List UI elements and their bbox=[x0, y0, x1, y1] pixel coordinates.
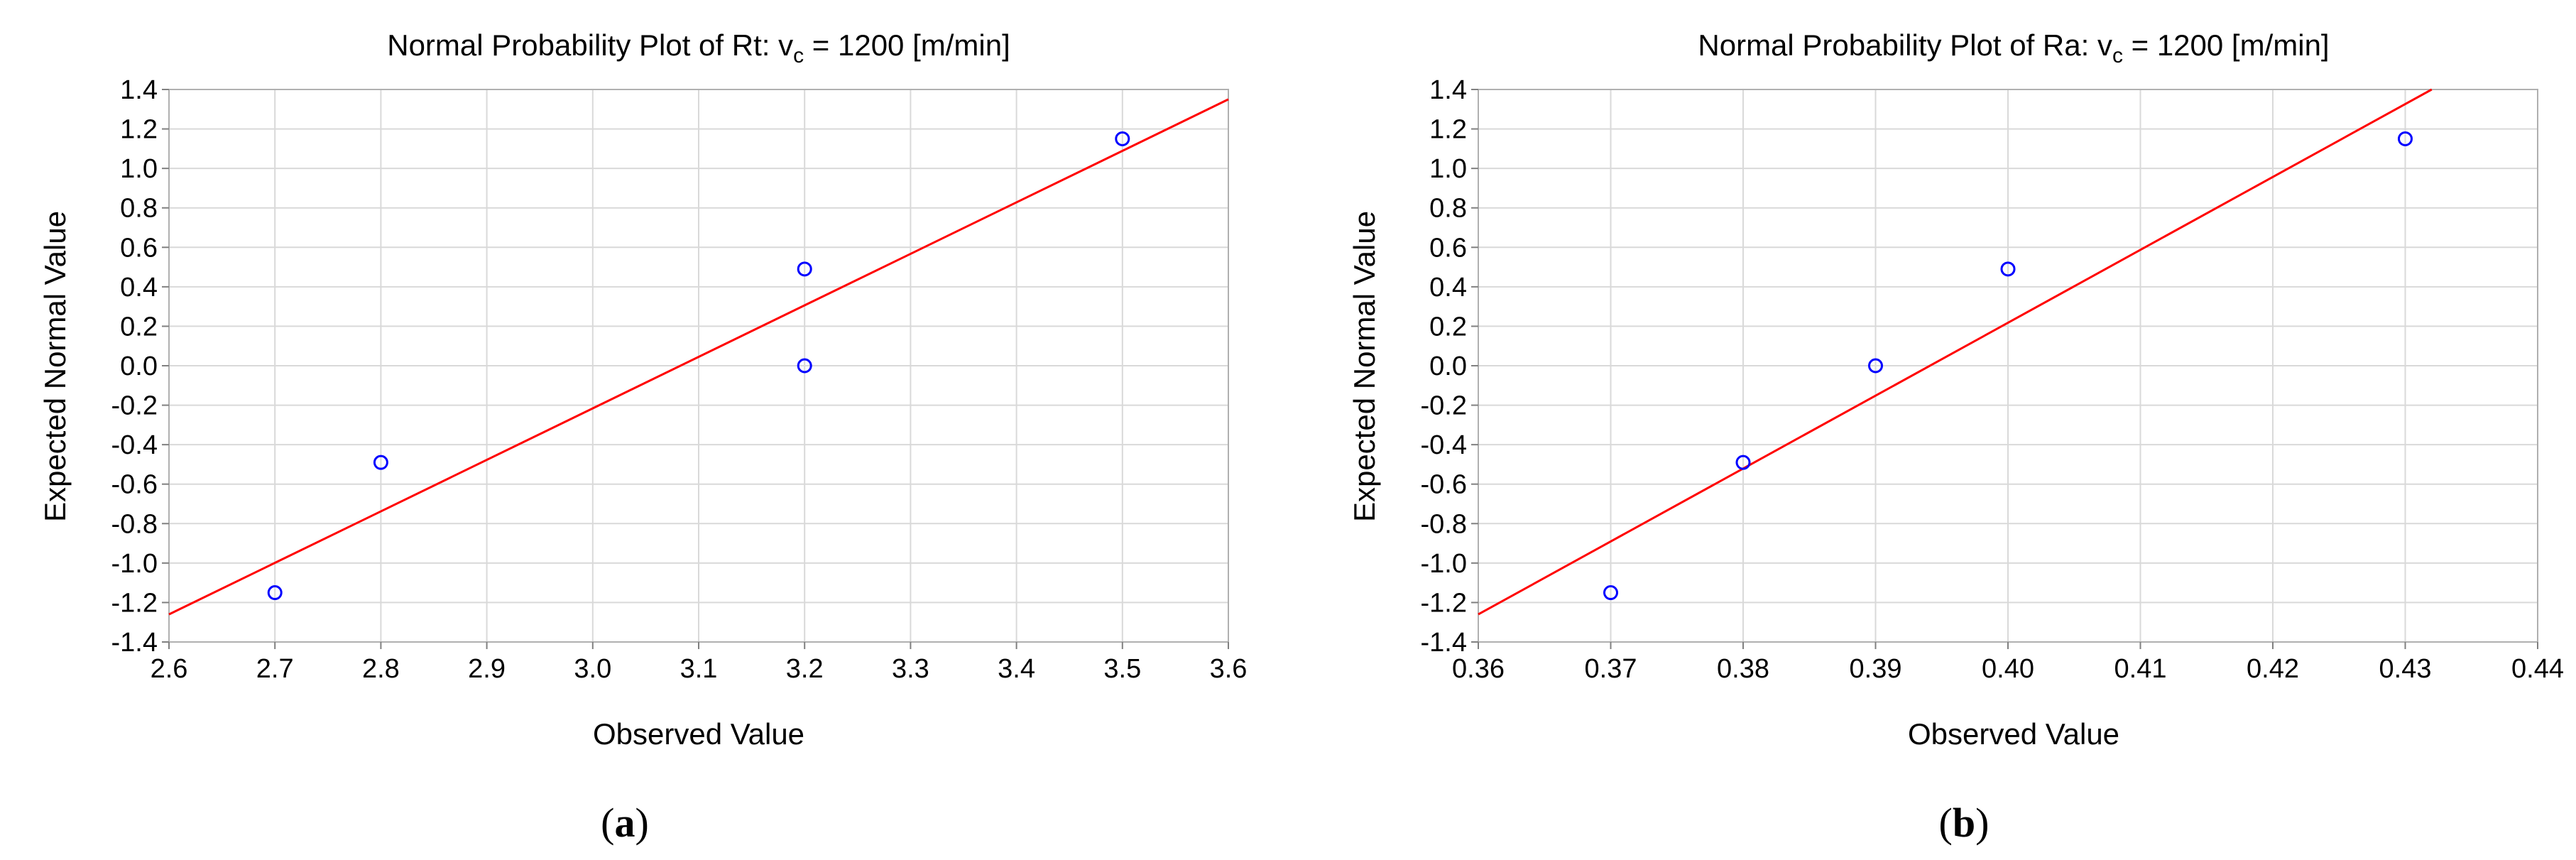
x-tick-label: 0.36 bbox=[1452, 654, 1505, 684]
y-axis-label: Expected Normal Value bbox=[38, 211, 72, 522]
y-tick-label: -0.4 bbox=[1421, 430, 1467, 460]
x-tick-label: 3.4 bbox=[998, 654, 1035, 684]
x-tick-label: 0.42 bbox=[2247, 654, 2299, 684]
data-point bbox=[1868, 358, 1883, 374]
y-tick-label: -0.6 bbox=[1421, 470, 1467, 500]
x-tick-label: 0.43 bbox=[2379, 654, 2432, 684]
x-tick-label: 0.38 bbox=[1717, 654, 1769, 684]
chart-title: Normal Probability Plot of Ra: vc = 1200… bbox=[1698, 28, 2329, 67]
y-axis: 1.4 1.2 1.0 0.8 0.6 0.4 0.2 0.0 -0.2 -0.4 -0.6 -0.8… bbox=[1421, 75, 1478, 658]
data-point bbox=[797, 261, 812, 277]
data-point bbox=[1735, 455, 1751, 470]
data-points bbox=[1603, 131, 2413, 601]
y-tick-label: 0.8 bbox=[1429, 194, 1467, 224]
y-tick-label: -0.8 bbox=[111, 509, 158, 539]
x-axis: 2.6 2.7 2.8 2.9 3.0 3.1 3.2 3.3 3.4 3.5 3.6 bbox=[151, 642, 1248, 684]
y-tick-label: 1.0 bbox=[1429, 154, 1467, 184]
grid bbox=[168, 89, 1229, 643]
data-points bbox=[267, 131, 1130, 601]
y-tick-label: -0.8 bbox=[1421, 509, 1467, 539]
x-tick-label: 3.6 bbox=[1210, 654, 1248, 684]
x-tick-label: 2.7 bbox=[256, 654, 294, 684]
x-tick-label: 0.37 bbox=[1585, 654, 1637, 684]
y-tick-label: 1.4 bbox=[120, 75, 158, 105]
panel-b: Normal Probability Plot of Ra: vc = 1200… bbox=[1348, 28, 2564, 846]
x-tick-label: 2.8 bbox=[362, 654, 400, 684]
fit-line bbox=[168, 98, 1229, 616]
y-tick-label: -0.2 bbox=[111, 391, 158, 421]
x-tick-label: 0.40 bbox=[1982, 654, 2034, 684]
y-tick-label: -1.0 bbox=[1421, 549, 1467, 579]
y-tick-label: -1.2 bbox=[111, 588, 158, 618]
y-tick-label: 1.0 bbox=[120, 154, 158, 184]
x-tick-label: 3.1 bbox=[680, 654, 718, 684]
x-tick-label: 3.5 bbox=[1103, 654, 1141, 684]
y-tick-label: -0.6 bbox=[111, 470, 158, 500]
data-point bbox=[1603, 585, 1618, 601]
fit-line bbox=[1478, 88, 2433, 616]
panel-a: Normal Probability Plot of Rt: vc = 1200… bbox=[38, 28, 1247, 846]
y-axis: 1.4 1.2 1.0 0.8 0.6 0.4 0.2 0.0 -0.2 -0.4 -0.6 -0.8… bbox=[111, 75, 169, 658]
y-tick-label: 0.8 bbox=[120, 194, 158, 224]
x-tick-label: 2.6 bbox=[151, 654, 188, 684]
data-point bbox=[267, 585, 283, 601]
y-tick-label: -1.0 bbox=[111, 549, 158, 579]
y-tick-label: -1.4 bbox=[1421, 628, 1467, 658]
x-tick-label: 3.3 bbox=[892, 654, 929, 684]
y-tick-label: -1.2 bbox=[1421, 588, 1467, 618]
y-tick-label: 1.4 bbox=[1429, 75, 1467, 105]
data-point bbox=[2000, 261, 2016, 277]
y-tick-label: 0.6 bbox=[1429, 233, 1467, 263]
y-tick-label: 0.0 bbox=[1429, 352, 1467, 381]
x-tick-label: 2.9 bbox=[468, 654, 506, 684]
data-point bbox=[373, 455, 388, 470]
y-tick-label: 0.4 bbox=[120, 273, 158, 303]
y-axis-label: Expected Normal Value bbox=[1348, 211, 1381, 522]
x-tick-label: 0.39 bbox=[1850, 654, 1902, 684]
x-tick-label: 0.41 bbox=[2114, 654, 2167, 684]
chart-title: Normal Probability Plot of Rt: vc = 1200… bbox=[387, 28, 1010, 67]
y-tick-label: -1.4 bbox=[111, 628, 158, 658]
y-tick-label: -0.4 bbox=[111, 430, 158, 460]
y-tick-label: 1.2 bbox=[120, 115, 158, 145]
grid bbox=[1478, 89, 2538, 643]
y-tick-label: 0.0 bbox=[120, 352, 158, 381]
y-tick-label: 0.2 bbox=[120, 312, 158, 342]
x-tick-label: 0.44 bbox=[2511, 654, 2564, 684]
x-tick-label: 3.0 bbox=[574, 654, 611, 684]
x-axis: 0.36 0.37 0.38 0.39 0.40 0.41 0.42 0.43 0.44 bbox=[1452, 642, 2564, 684]
data-point bbox=[797, 358, 812, 374]
x-tick-label: 3.2 bbox=[786, 654, 824, 684]
y-tick-label: 0.2 bbox=[1429, 312, 1467, 342]
y-tick-label: 0.6 bbox=[120, 233, 158, 263]
x-axis-label: Observed Value bbox=[1908, 717, 2119, 751]
data-point bbox=[2398, 131, 2413, 146]
panel-caption: (b) bbox=[1939, 800, 1990, 846]
y-tick-label: 1.2 bbox=[1429, 115, 1467, 145]
data-point bbox=[1115, 131, 1130, 146]
panel-caption: (a) bbox=[601, 800, 649, 846]
y-tick-label: 0.4 bbox=[1429, 273, 1467, 303]
x-axis-label: Observed Value bbox=[593, 717, 804, 751]
y-tick-label: -0.2 bbox=[1421, 391, 1467, 421]
